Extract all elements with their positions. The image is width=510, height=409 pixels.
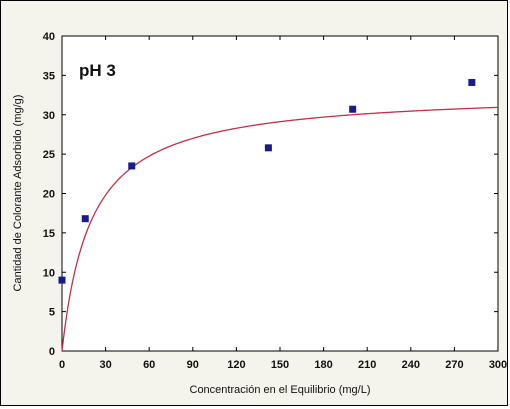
x-tick-label: 90 [187, 359, 199, 371]
ticks-layer: 0 30 60 90 120 150 180 210 240 270 300 0 5 10 15 20 25 30… [43, 31, 507, 371]
x-tick-label: 180 [314, 359, 332, 371]
x-tick-label: 30 [99, 359, 111, 371]
x-axis-label: Concentración en el Equilibrio (mg/L) [190, 384, 371, 396]
y-axis-label: Cantidad de Colorante Adsorbido (mg/g) [12, 95, 24, 292]
y-tick-label: 40 [43, 31, 55, 43]
points-layer [58, 78, 476, 284]
data-point [349, 105, 357, 113]
x-tick-label: 240 [402, 359, 420, 371]
y-tick-label: 0 [49, 346, 55, 358]
x-tick-label: 210 [358, 359, 376, 371]
plot-area [61, 35, 499, 352]
x-tick-label: 120 [227, 359, 245, 371]
x-tick-label: 150 [271, 359, 289, 371]
x-tick-label: 60 [143, 359, 155, 371]
y-tick-label: 10 [43, 267, 55, 279]
data-point [81, 215, 89, 223]
y-tick-label: 25 [43, 149, 55, 161]
data-point [264, 144, 272, 152]
y-tick-label: 20 [43, 189, 55, 201]
x-tick-label: 0 [59, 359, 65, 371]
x-tick-label: 300 [489, 359, 507, 371]
data-point [128, 162, 136, 170]
data-point [468, 78, 476, 86]
x-tick-label: 270 [445, 359, 463, 371]
data-point [58, 276, 66, 284]
chart-annotation: pH 3 [79, 61, 116, 80]
y-tick-label: 30 [43, 110, 55, 122]
y-tick-label: 15 [43, 228, 55, 240]
y-tick-label: 5 [49, 307, 55, 319]
y-tick-label: 35 [43, 70, 55, 82]
